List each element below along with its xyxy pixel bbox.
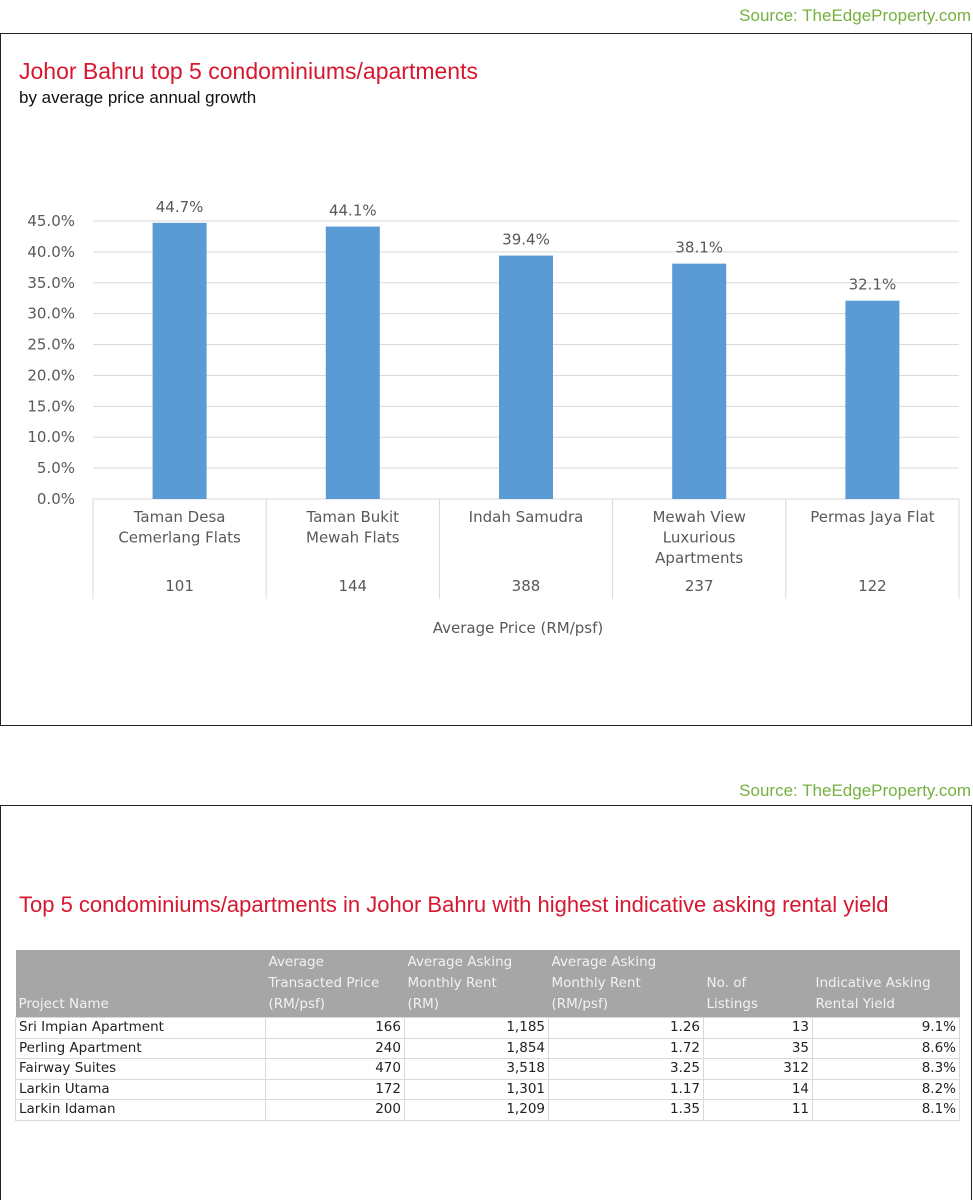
table-panel: Top 5 condominiums/apartments in Johor B… [0,805,972,1200]
cell-transacted-price: 166 [265,1017,405,1039]
data-label: 38.1% [675,239,723,257]
cell-listings: 312 [703,1058,813,1080]
source-credit-bottom: Source: TheEdgeProperty.com [739,781,971,800]
table-row: Larkin Idaman 200 1,209 1.35 11 8.1% [15,1099,960,1121]
table-row: Perling Apartment 240 1,854 1.72 35 8.6% [15,1037,960,1059]
category-label: Taman Desa [133,508,226,526]
y-tick-label: 0.0% [37,490,75,508]
table-row: Fairway Suites 470 3,518 3.25 312 8.3% [15,1058,960,1080]
cell-transacted-price: 240 [265,1037,405,1059]
data-label: 32.1% [849,276,897,294]
rental-yield-table: Project Name Average Transacted Price (R… [15,950,960,1121]
cell-monthly-rent-psf: 1.17 [548,1078,704,1100]
cell-monthly-rent-psf: 1.26 [548,1017,704,1039]
cell-rental-yield: 8.1% [812,1099,960,1121]
bar [672,263,727,499]
x-axis-title: Average Price (RM/psf) [433,619,603,637]
price-label: 144 [338,577,367,595]
y-tick-label: 25.0% [27,336,75,354]
cell-transacted-price: 172 [265,1078,405,1100]
cell-listings: 13 [703,1017,813,1039]
chart-panel: Johor Bahru top 5 condominiums/apartment… [0,33,972,726]
cell-monthly-rent-psf: 1.72 [548,1037,704,1059]
cell-project-name: Fairway Suites [15,1058,266,1080]
cell-monthly-rent-rm: 1,209 [404,1099,549,1121]
cell-rental-yield: 8.3% [812,1058,960,1080]
cell-rental-yield: 8.6% [812,1037,960,1059]
category-label: Cemerlang Flats [118,529,241,547]
y-tick-label: 10.0% [27,428,75,446]
cell-monthly-rent-rm: 3,518 [404,1058,549,1080]
cell-listings: 14 [703,1078,813,1100]
chart-title: Johor Bahru top 5 condominiums/apartment… [19,58,478,84]
category-label: Apartments [655,549,743,567]
cell-project-name: Larkin Utama [15,1078,266,1100]
category-label: Mewah View [652,508,746,526]
header-avg-monthly-rent-psf: Average Asking Monthly Rent (RM/psf) [548,950,704,1018]
bar [152,222,207,499]
table-row: Sri Impian Apartment 166 1,185 1.26 13 9… [15,1017,960,1039]
cell-transacted-price: 200 [265,1099,405,1121]
y-tick-label: 30.0% [27,305,75,323]
y-tick-label: 45.0% [27,212,75,230]
price-label: 237 [685,577,714,595]
bar [325,226,380,499]
cell-project-name: Sri Impian Apartment [15,1017,266,1039]
data-label: 44.7% [156,198,204,216]
cell-monthly-rent-psf: 1.35 [548,1099,704,1121]
table-title: Top 5 condominiums/apartments in Johor B… [19,892,889,917]
data-label: 44.1% [329,202,377,220]
cell-listings: 35 [703,1037,813,1059]
price-label: 101 [165,577,194,595]
category-label: Permas Jaya Flat [810,508,934,526]
price-label: 122 [858,577,887,595]
category-label: Taman Bukit [306,508,400,526]
header-no-of-listings: No. of Listings [703,950,813,1018]
cell-monthly-rent-rm: 1,854 [404,1037,549,1059]
cell-project-name: Larkin Idaman [15,1099,266,1121]
cell-monthly-rent-rm: 1,301 [404,1078,549,1100]
header-rental-yield: Indicative Asking Rental Yield [812,950,960,1018]
cell-rental-yield: 8.2% [812,1078,960,1100]
cell-monthly-rent-psf: 3.25 [548,1058,704,1080]
y-tick-label: 20.0% [27,366,75,384]
y-tick-label: 15.0% [27,397,75,415]
y-tick-label: 5.0% [37,459,75,477]
category-label: Mewah Flats [306,529,400,547]
cell-monthly-rent-rm: 1,185 [404,1017,549,1039]
table-header-row: Project Name Average Transacted Price (R… [15,950,960,1018]
cell-transacted-price: 470 [265,1058,405,1080]
bar [499,255,553,499]
header-avg-monthly-rent-rm: Average Asking Monthly Rent (RM) [404,950,549,1018]
data-label: 39.4% [502,231,550,249]
table-row: Larkin Utama 172 1,301 1.17 14 8.2% [15,1078,960,1100]
y-tick-label: 35.0% [27,274,75,292]
bar [845,300,900,499]
source-credit-top: Source: TheEdgeProperty.com [739,6,971,25]
bar-chart: 0.0% 5.0% 10.0% 15.0% 20.0% 25.0% 30.0% 35.0% 40… [27,198,960,637]
header-project-name: Project Name [15,950,266,1018]
y-tick-label: 40.0% [27,243,75,261]
cell-rental-yield: 9.1% [812,1017,960,1039]
category-label: Luxurious [663,529,736,547]
cell-project-name: Perling Apartment [15,1037,266,1059]
category-label: Indah Samudra [469,508,584,526]
header-avg-transacted-price: Average Transacted Price (RM/psf) [265,950,405,1018]
price-label: 388 [512,577,541,595]
chart-subtitle: by average price annual growth [19,88,257,107]
cell-listings: 11 [703,1099,813,1121]
